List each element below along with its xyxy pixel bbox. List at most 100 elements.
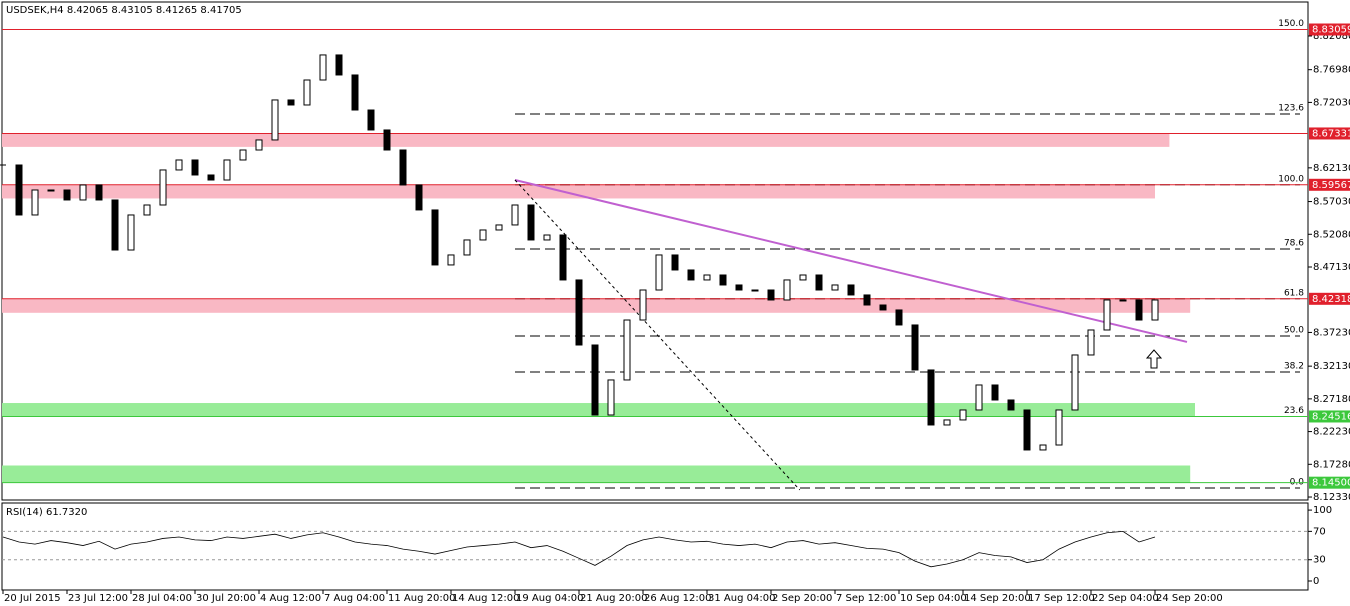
x-tick-label: 11 Aug 20:00 — [388, 593, 455, 604]
candle — [351, 74, 359, 111]
candle — [959, 409, 967, 421]
price-panel — [1, 1, 1309, 501]
level-box — [1309, 127, 1350, 140]
candle — [831, 284, 839, 291]
x-tick-label: 4 Aug 12:00 — [260, 593, 321, 604]
y-tick-label: 8.27180 — [1313, 394, 1350, 405]
level-label: 8.14500 — [1312, 478, 1350, 489]
arrow-annotation — [1145, 349, 1163, 369]
candle — [15, 164, 23, 216]
candle — [335, 54, 343, 76]
trendline — [514, 179, 1188, 343]
level-box — [1309, 410, 1350, 423]
candle — [1087, 329, 1095, 356]
candle — [863, 294, 871, 306]
candle — [1055, 409, 1063, 446]
level-box — [1309, 178, 1350, 191]
x-tick-label: 10 Sep 04:00 — [900, 593, 967, 604]
candle — [111, 199, 119, 251]
candle — [191, 159, 199, 176]
candle — [815, 274, 823, 291]
candle — [303, 79, 311, 106]
level-label: 8.67331 — [1312, 128, 1350, 139]
candle — [367, 109, 375, 131]
y-tick-label: 8.72030 — [1313, 97, 1350, 108]
candle — [767, 289, 775, 301]
candle — [271, 99, 279, 141]
candle — [703, 274, 711, 281]
y-tick-label: 8.12330 — [1313, 492, 1350, 503]
chart-layer: 150.0123.6100.078.661.850.038.223.60.08.… — [0, 19, 1350, 604]
level-label: 8.59567 — [1312, 180, 1350, 191]
zone — [2, 133, 1170, 147]
x-tick-label: 7 Sep 12:00 — [836, 593, 896, 604]
y-tick-label: 8.57030 — [1313, 197, 1350, 208]
x-tick-label: 26 Aug 12:00 — [644, 593, 711, 604]
x-tick-label: 22 Sep 04:00 — [1092, 593, 1159, 604]
candle — [1103, 299, 1111, 331]
zone — [2, 465, 1191, 483]
y-tick-label: 8.76980 — [1313, 65, 1350, 76]
candle — [175, 159, 183, 171]
x-tick-label: 21 Aug 20:00 — [580, 593, 647, 604]
candle — [607, 379, 615, 416]
candle — [239, 149, 247, 161]
rsi-tick-label: 100 — [1313, 505, 1332, 516]
x-tick-label: 31 Aug 04:00 — [708, 593, 775, 604]
candle — [63, 189, 71, 201]
rsi-tick-label: 70 — [1313, 526, 1326, 537]
candle — [527, 204, 535, 241]
candle — [511, 204, 519, 226]
fib-label: 50.0 — [1284, 325, 1304, 335]
x-tick-label: 19 Aug 04:00 — [516, 593, 583, 604]
fib-label: 150.0 — [1278, 19, 1304, 29]
fib-label: 78.6 — [1284, 238, 1304, 248]
candle — [735, 284, 743, 291]
x-tick-label: 24 Sep 20:00 — [1156, 593, 1223, 604]
level-box — [1309, 23, 1350, 36]
candle — [95, 184, 103, 201]
candle — [751, 289, 759, 292]
y-tick-label: 8.17280 — [1313, 459, 1350, 470]
rsi-line — [2, 530, 1156, 568]
candle — [1119, 299, 1127, 302]
candle — [671, 254, 679, 271]
x-tick-label: 20 Jul 2015 — [4, 593, 61, 604]
candle — [847, 284, 855, 296]
level-box — [1309, 292, 1350, 305]
x-tick-label: 2 Sep 20:00 — [772, 593, 832, 604]
candle — [895, 309, 903, 326]
candle — [431, 209, 439, 266]
candle — [255, 139, 263, 151]
rsi-panel — [1, 502, 1309, 591]
y-tick-label: 8.47130 — [1313, 262, 1350, 273]
fib-label: 100.0 — [1278, 174, 1304, 184]
fib-label: 38.2 — [1284, 361, 1304, 371]
candle — [463, 239, 471, 256]
y-tick-label: 8.37230 — [1313, 327, 1350, 338]
candle — [799, 274, 807, 281]
y-tick-label: 8.22230 — [1313, 427, 1350, 438]
candle — [559, 234, 567, 281]
x-tick-label: 28 Jul 04:00 — [132, 593, 192, 604]
candle — [207, 174, 215, 181]
candle — [495, 224, 503, 231]
x-tick-label: 23 Jul 12:00 — [68, 593, 128, 604]
trendline — [514, 179, 801, 491]
candle — [575, 279, 583, 346]
candle — [143, 204, 151, 216]
level-label: 8.42318 — [1312, 294, 1350, 305]
rsi-title: RSI(14) 61.7320 — [6, 507, 87, 518]
candle — [287, 99, 295, 106]
candle — [319, 54, 327, 81]
y-tick-label: 8.62130 — [1313, 163, 1350, 174]
candle — [1135, 299, 1143, 321]
candle — [783, 279, 791, 301]
candle — [31, 189, 39, 216]
candle — [719, 274, 727, 286]
candle — [415, 184, 423, 211]
level-box — [1309, 476, 1350, 489]
candle — [159, 169, 167, 206]
fib-label: 123.6 — [1278, 104, 1304, 114]
candle — [1023, 409, 1031, 451]
